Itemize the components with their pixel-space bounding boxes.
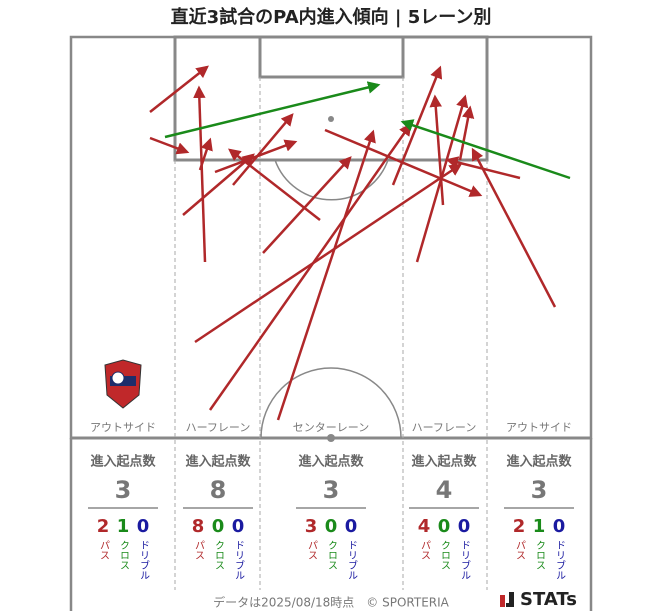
stat-dribble: 0 <box>458 516 471 537</box>
stat-label: パス <box>98 540 110 560</box>
lane-total: 3 <box>115 476 132 504</box>
arrow <box>445 156 521 180</box>
title: 直近3試合のPA内進入傾向 | 5レーン別 <box>171 6 492 28</box>
stat-label: ドリブル <box>459 540 471 580</box>
arrow <box>276 129 376 421</box>
crest <box>104 359 142 409</box>
stat-label: クロス <box>326 540 337 570</box>
lane-total: 4 <box>436 476 453 504</box>
arrow <box>429 94 445 206</box>
lane-header: 進入起点数 <box>506 454 572 470</box>
stat-label: パス <box>193 540 205 560</box>
stat-dribble: 0 <box>345 516 358 537</box>
stat-cross: 0 <box>212 516 225 537</box>
arrow <box>214 139 298 174</box>
arrow <box>193 85 207 263</box>
lane-name: センターレーン <box>293 421 369 434</box>
arrow <box>164 81 381 139</box>
lane-name: アウトサイド <box>90 421 156 434</box>
lane-name: ハーフレーン <box>186 421 251 434</box>
lane-header: 進入起点数 <box>90 454 156 470</box>
arrow <box>194 163 463 344</box>
stat-dribble: 0 <box>232 516 245 537</box>
lane-total: 3 <box>323 476 340 504</box>
stat-cross: 0 <box>325 516 338 537</box>
stat-pass: 8 <box>192 516 205 537</box>
stat-dribble: 0 <box>553 516 566 537</box>
stat-pass: 3 <box>305 516 318 537</box>
lane-total: 3 <box>531 476 548 504</box>
stat-label: クロス <box>439 540 450 570</box>
stat-label: クロス <box>534 540 545 570</box>
stat-label: ドリブル <box>233 540 245 580</box>
arrow <box>471 147 557 308</box>
arrow <box>198 137 213 171</box>
stat-label: パス <box>306 540 318 560</box>
stat-dribble: 0 <box>137 516 150 537</box>
lane-name: アウトサイド <box>506 421 572 434</box>
stat-cross: 1 <box>117 516 130 537</box>
stat-label: クロス <box>213 540 224 570</box>
arrow <box>262 156 352 254</box>
stat-label: パス <box>419 540 431 560</box>
lane-header: 進入起点数 <box>298 454 364 470</box>
entry-arrows <box>149 65 571 421</box>
stat-pass: 4 <box>418 516 431 537</box>
lane-total: 8 <box>210 476 227 504</box>
footer: データは2025/08/18時点 © SPORTERIA <box>213 595 450 610</box>
stat-label: ドリブル <box>346 540 358 580</box>
arrow <box>149 65 209 113</box>
arrow <box>149 136 190 155</box>
stat-cross: 0 <box>438 516 451 537</box>
stat-label: パス <box>514 540 526 560</box>
arrow <box>208 122 412 411</box>
arrow <box>458 105 475 161</box>
stat-pass: 2 <box>513 516 526 537</box>
stat-cross: 1 <box>533 516 546 537</box>
arrow <box>400 119 571 180</box>
arrow <box>415 94 469 263</box>
stat-label: ドリブル <box>554 540 566 580</box>
lane-name: ハーフレーン <box>412 421 477 434</box>
arrow <box>232 113 294 186</box>
arrow <box>182 153 255 216</box>
lane-header: 進入起点数 <box>185 454 251 470</box>
lane-header: 進入起点数 <box>411 454 477 470</box>
stat-label: ドリブル <box>138 540 150 580</box>
logo-text: STATs <box>520 589 577 610</box>
stat-label: クロス <box>118 540 129 570</box>
stat-pass: 2 <box>97 516 110 537</box>
stats-logo: STATs <box>500 589 577 610</box>
